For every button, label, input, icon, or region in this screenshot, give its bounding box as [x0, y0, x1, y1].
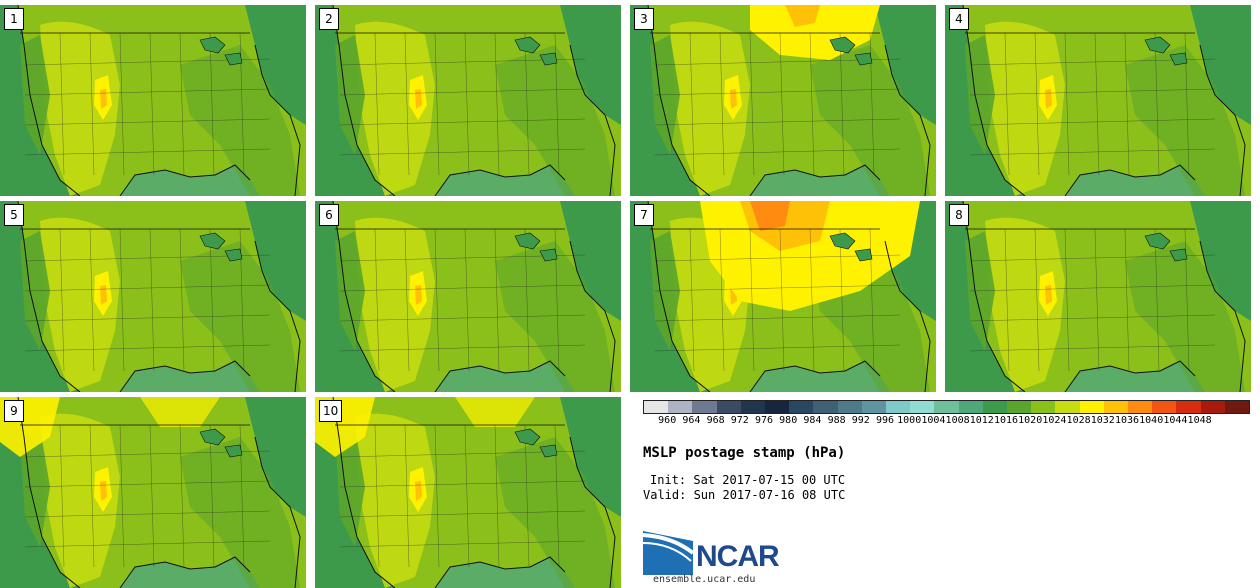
- map-panel-4: 4: [945, 5, 1251, 196]
- panel-number: 7: [634, 204, 654, 226]
- colorbar-swatch: [1176, 401, 1201, 413]
- colorbar-swatch: [668, 401, 693, 413]
- colorbar-tick-label: 980: [779, 415, 798, 426]
- colorbar-tick-label: 996: [875, 415, 895, 426]
- colorbar-swatch: [813, 401, 838, 413]
- map-panel-7: 7: [630, 201, 936, 392]
- colorbar-swatch: [1224, 401, 1250, 413]
- colorbar-swatch: [692, 401, 717, 413]
- colorbar-tick-label: 960: [658, 415, 677, 426]
- colorbar-swatch: [861, 401, 887, 413]
- ncar-logo-icon: [643, 531, 695, 575]
- panel-number: 4: [949, 8, 969, 30]
- panel-number: 9: [4, 400, 24, 422]
- panel-number: 1: [4, 8, 24, 30]
- map-panel-2: 2: [315, 5, 621, 196]
- map-panel-9: 9: [0, 397, 306, 588]
- colorbar-swatch: [716, 401, 741, 413]
- map-panel-6: 6: [315, 201, 621, 392]
- panel-number: 8: [949, 204, 969, 226]
- colorbar-tick-label: 1032: [1090, 415, 1115, 426]
- colorbar-swatch: [958, 401, 983, 413]
- colorbar-tick-label: 1004: [921, 415, 946, 426]
- logo-url: ensemble.ucar.edu: [653, 574, 756, 585]
- colorbar-swatch: [1055, 401, 1080, 413]
- colorbar-tick-label: 1024: [1042, 415, 1067, 426]
- panel-number: 3: [634, 8, 654, 30]
- colorbar-tick-label: 1020: [1018, 415, 1043, 426]
- map-panel-3: 3: [630, 5, 936, 196]
- colorbar-swatch: [1007, 401, 1032, 413]
- map-panel-5: 5: [0, 201, 306, 392]
- colorbar-tick-label: 968: [706, 415, 725, 426]
- colorbar-tick-label: 1012: [969, 415, 994, 426]
- colorbar-labels: 960 964 968 972 976 980 984 988 992 996 1000 1004 10…: [631, 415, 1251, 429]
- panel-number: 2: [319, 8, 339, 30]
- colorbar-tick-label: 984: [803, 415, 822, 426]
- colorbar-swatch: [765, 401, 790, 413]
- colorbar-swatch: [789, 401, 814, 413]
- colorbar-swatch: [1103, 401, 1129, 413]
- colorbar-swatch: [1152, 401, 1177, 413]
- colorbar-swatch: [740, 401, 766, 413]
- colorbar-swatch: [1128, 401, 1153, 413]
- colorbar-tick-label: 964: [682, 415, 701, 426]
- colorbar-swatch: [886, 401, 911, 413]
- map-panel-8: 8: [945, 201, 1251, 392]
- colorbar-tick-label: 1008: [945, 415, 970, 426]
- colorbar-tick-label: 972: [730, 415, 749, 426]
- colorbar-tick-label: 1016: [993, 415, 1019, 426]
- panel-number: 5: [4, 204, 24, 226]
- colorbar-tick-label: 1000: [897, 415, 922, 426]
- colorbar-swatch: [1031, 401, 1056, 413]
- logo-text: NCAR: [696, 540, 780, 573]
- colorbar-tick-label: 1028: [1066, 415, 1091, 426]
- valid-time: Valid: Sun 2017-07-16 08 UTC: [643, 488, 846, 502]
- colorbar-swatch: [934, 401, 959, 413]
- panel-number: 10: [319, 400, 343, 422]
- plot-title: MSLP postage stamp (hPa): [643, 445, 846, 461]
- colorbar: [643, 400, 1250, 414]
- colorbar-tick-label: 988: [827, 415, 846, 426]
- colorbar-swatch: [644, 401, 669, 413]
- colorbar-swatch: [982, 401, 1008, 413]
- colorbar-tick-label: 1048: [1187, 415, 1212, 426]
- colorbar-tick-label: 1044: [1163, 415, 1188, 426]
- colorbar-swatch: [1079, 401, 1104, 413]
- colorbar-tick-label: 1040: [1139, 415, 1164, 426]
- init-time: Init: Sat 2017-07-15 00 UTC: [650, 473, 846, 487]
- colorbar-tick-label: 976: [754, 415, 774, 426]
- colorbar-swatch: [1200, 401, 1225, 413]
- map-panel-10: 10: [315, 397, 621, 588]
- colorbar-tick-label: 992: [851, 415, 870, 426]
- colorbar-tick-label: 1036: [1114, 415, 1140, 426]
- panel-number: 6: [319, 204, 339, 226]
- map-panel-1: 1: [0, 5, 306, 196]
- colorbar-swatch: [910, 401, 935, 413]
- colorbar-swatch: [837, 401, 862, 413]
